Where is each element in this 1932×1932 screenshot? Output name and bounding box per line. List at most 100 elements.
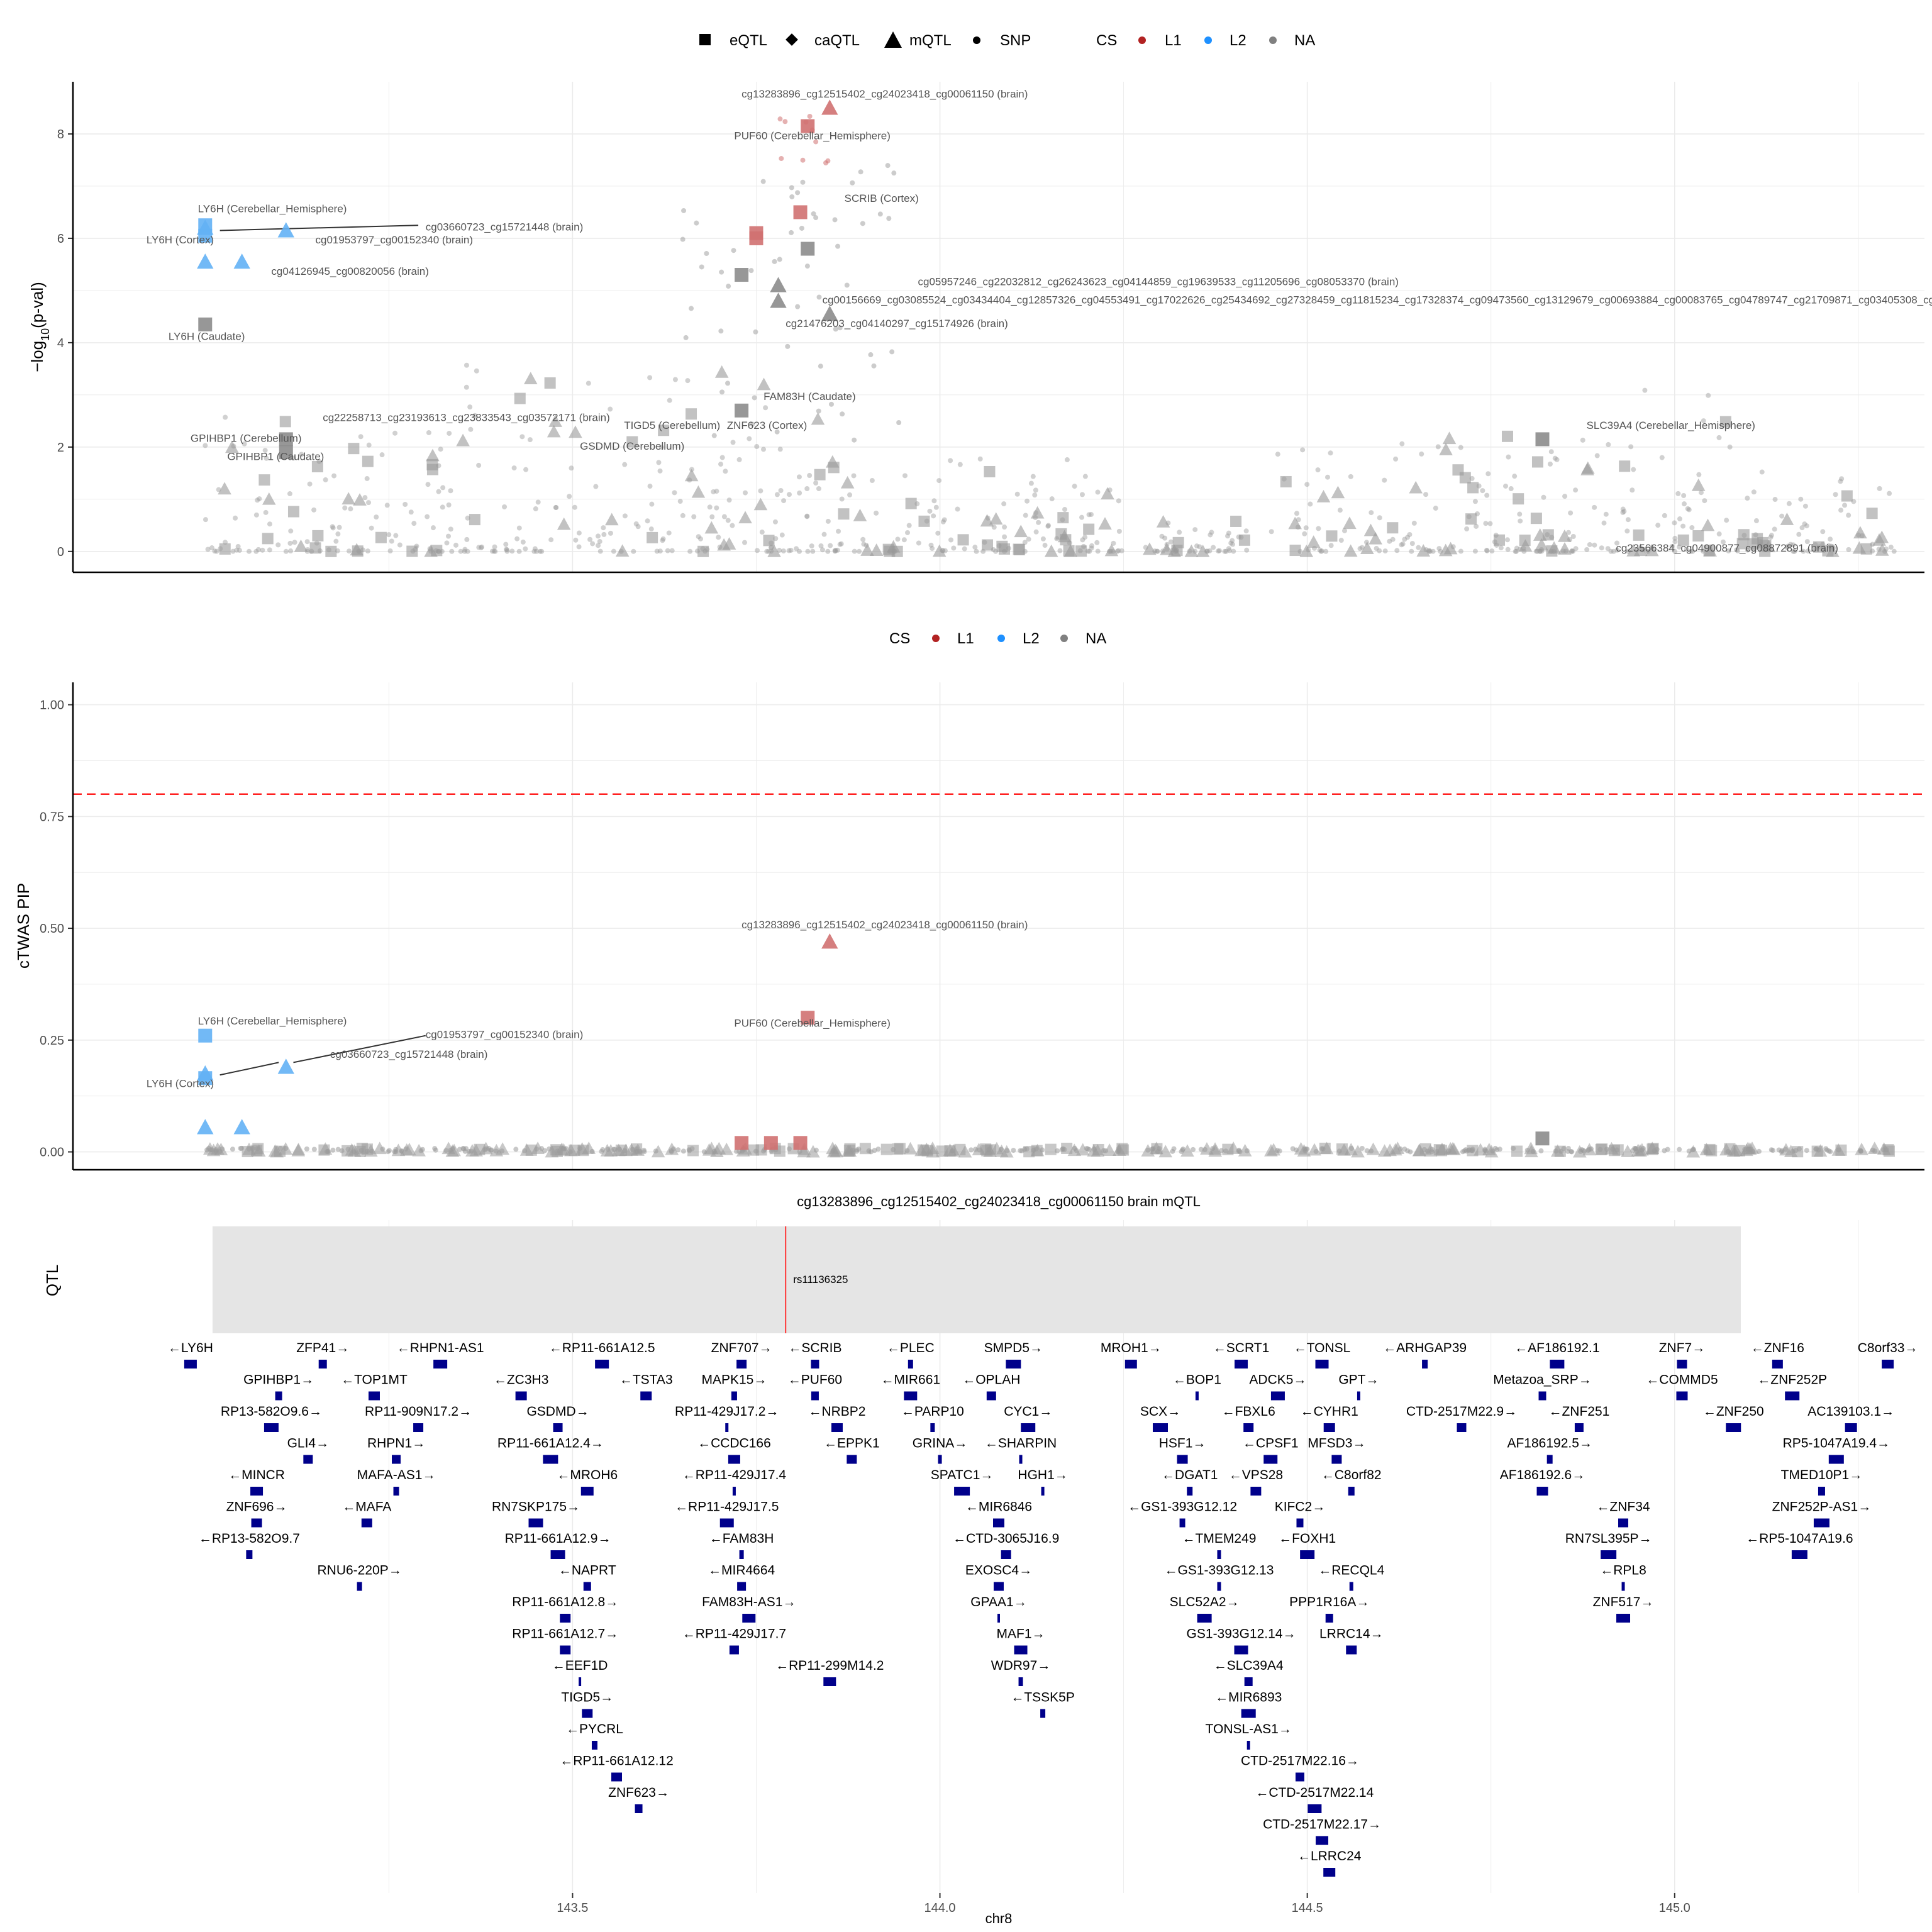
middle-y-axis-title: cTWAS PIP: [14, 883, 33, 969]
top-annotation-label: cg00156669_cg03085524_cg03434404_cg12857…: [823, 294, 1932, 306]
gene-label: ←LY6H: [168, 1341, 213, 1355]
gene-track: ←LY6H ZFP41→ ←RHPN1-AS1 ←RP11-661A12.5 ZNF70…: [168, 1341, 1918, 1877]
background-point: [1172, 536, 1184, 548]
background-point: [1459, 472, 1471, 484]
background-point: [1724, 518, 1729, 523]
background-point: [230, 548, 236, 554]
ylabel-sub: 10: [39, 328, 52, 341]
gene-model: [357, 1582, 362, 1591]
background-point: [230, 1146, 235, 1152]
background-point: [1326, 530, 1338, 542]
background-point: [1467, 1147, 1472, 1153]
gene-model: [1346, 1645, 1357, 1655]
gene-label: GPT→: [1338, 1373, 1379, 1387]
background-point: [750, 421, 755, 427]
background-point: [330, 1147, 336, 1153]
background-point: [1547, 541, 1561, 554]
background-point: [1841, 490, 1853, 502]
background-point: [622, 513, 628, 519]
background-point: [462, 547, 468, 552]
background-point: [1014, 543, 1026, 555]
background-point: [796, 548, 802, 554]
background-point: [1207, 548, 1213, 553]
background-point: [714, 365, 729, 378]
background-point: [1382, 548, 1388, 554]
background-point: [797, 1145, 811, 1158]
background-point: [1587, 541, 1592, 547]
highlighted-point: [1535, 432, 1550, 447]
background-point: [1826, 545, 1840, 557]
middle-panel: cg13283896_cg12515402_cg24023418_cg00061…: [14, 682, 1924, 1171]
background-point: [1318, 548, 1324, 554]
background-point: [426, 448, 440, 462]
background-point: [1289, 545, 1301, 557]
background-point: [516, 525, 522, 531]
background-point: [1086, 512, 1092, 518]
background-point: [203, 443, 208, 448]
gene-model: [986, 1391, 996, 1401]
background-point: [253, 512, 259, 518]
background-point: [1492, 539, 1497, 545]
background-point: [287, 506, 299, 518]
background-point: [1753, 518, 1759, 524]
background-point: [1506, 454, 1511, 460]
gene-model: [184, 1360, 197, 1368]
gene-model: [1323, 1423, 1335, 1432]
gene-label: ZNF7→: [1659, 1341, 1706, 1355]
background-point: [785, 343, 791, 349]
background-point: [786, 492, 792, 497]
background-point: [1828, 536, 1833, 542]
background-point: [1635, 1143, 1649, 1156]
background-point: [557, 517, 571, 530]
background-point: [325, 545, 337, 557]
background-point: [1501, 430, 1513, 442]
background-point: [1802, 503, 1808, 509]
middle-legend-key-l2: [997, 635, 1005, 642]
gene-label: ←MINCR: [228, 1468, 285, 1482]
background-point: [307, 481, 313, 487]
background-point: [436, 489, 441, 494]
background-point: [1357, 546, 1363, 552]
background-point: [1359, 1146, 1365, 1152]
background-point: [1513, 548, 1518, 554]
background-point: [1055, 1148, 1060, 1153]
gene-model: [275, 1391, 282, 1401]
background-point: [669, 548, 675, 553]
background-point: [294, 539, 308, 552]
background-point: [896, 419, 902, 425]
background-point: [734, 1148, 740, 1154]
background-point: [1426, 547, 1432, 553]
top-annotation-label: cg05957246_cg22032812_cg26243623_cg04144…: [918, 276, 1398, 288]
gene-label: ←TSSK5P: [1011, 1690, 1075, 1705]
background-point: [393, 533, 399, 538]
background-point: [1729, 1143, 1743, 1157]
background-point: [1162, 535, 1168, 541]
gene-label: ←CYHR1: [1301, 1404, 1358, 1419]
gene-model: [1323, 1868, 1336, 1877]
background-point: [476, 462, 482, 468]
gene-model: [1217, 1582, 1221, 1591]
middle-annotation-label: LY6H (Cortex): [147, 1077, 214, 1089]
background-point: [1838, 479, 1843, 484]
background-point: [1208, 532, 1213, 538]
background-point: [1222, 548, 1228, 554]
background-point: [832, 548, 838, 554]
qtl-y-axis-title: QTL: [43, 1265, 62, 1297]
background-point: [999, 543, 1011, 555]
background-point: [1838, 508, 1844, 513]
background-point: [747, 436, 752, 441]
gene-label: SMPD5→: [984, 1341, 1043, 1355]
middle-highlighted-points: [197, 933, 1550, 1150]
background-point: [647, 484, 653, 489]
background-point: [704, 1141, 719, 1155]
gene-label: Metazoa_SRP→: [1493, 1373, 1591, 1387]
background-point: [1275, 452, 1280, 457]
background-point: [1877, 1142, 1891, 1155]
middle-legend-cs-title: CS: [889, 630, 910, 647]
background-point: [309, 548, 314, 554]
gene-label: RP5-1047A19.4→: [1783, 1436, 1890, 1451]
background-point: [348, 443, 360, 455]
background-point: [1768, 533, 1774, 538]
background-point: [1554, 1145, 1566, 1157]
background-point: [813, 139, 819, 145]
